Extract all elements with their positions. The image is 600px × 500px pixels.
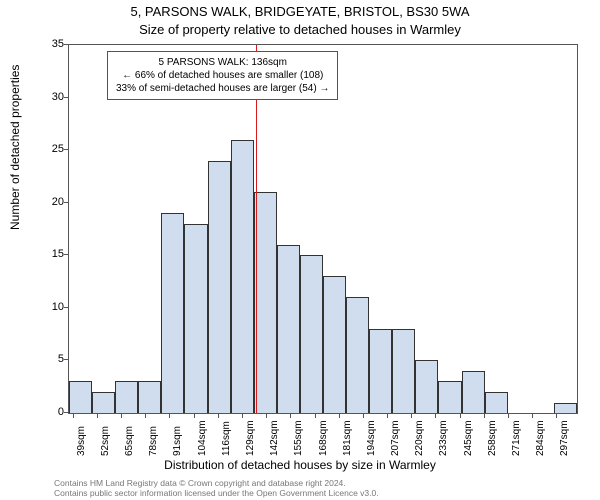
x-tick-label: 297sqm — [559, 420, 570, 456]
y-tick-label: 20 — [40, 196, 64, 208]
histogram-bar — [346, 297, 369, 413]
x-tick-mark — [145, 414, 146, 418]
x-tick-mark — [484, 414, 485, 418]
histogram-bar — [69, 381, 92, 413]
histogram-bar — [438, 381, 461, 413]
x-tick-label: 181sqm — [342, 420, 353, 456]
x-tick-label: 207sqm — [390, 420, 401, 456]
histogram-bar — [254, 192, 277, 413]
x-tick-mark — [411, 414, 412, 418]
footer-line-1: Contains HM Land Registry data © Crown c… — [54, 478, 379, 488]
x-tick-label: 39sqm — [76, 426, 87, 456]
y-tick-label: 10 — [40, 301, 64, 313]
x-tick-mark — [194, 414, 195, 418]
y-tick-mark — [64, 149, 68, 150]
x-tick-label: 245sqm — [463, 420, 474, 456]
x-tick-label: 116sqm — [221, 421, 232, 456]
x-tick-label: 142sqm — [269, 420, 280, 456]
y-tick-mark — [64, 44, 68, 45]
y-tick-mark — [64, 97, 68, 98]
x-tick-label: 284sqm — [535, 420, 546, 456]
y-tick-label: 30 — [40, 91, 64, 103]
x-tick-mark — [218, 414, 219, 418]
x-tick-mark — [508, 414, 509, 418]
x-tick-mark — [73, 414, 74, 418]
x-tick-label: 271sqm — [511, 420, 522, 456]
histogram-bar — [485, 392, 508, 413]
x-tick-mark — [315, 414, 316, 418]
y-tick-mark — [64, 307, 68, 308]
histogram-bar — [92, 392, 115, 413]
histogram-bar — [277, 245, 300, 413]
annotation-line-1: 5 PARSONS WALK: 136sqm — [116, 56, 329, 69]
histogram-bar — [115, 381, 138, 413]
y-tick-label: 0 — [40, 406, 64, 418]
x-tick-label: 194sqm — [366, 420, 377, 456]
x-tick-mark — [169, 414, 170, 418]
histogram-bar — [392, 329, 415, 413]
annotation-box: 5 PARSONS WALK: 136sqm ← 66% of detached… — [107, 51, 338, 100]
y-tick-mark — [64, 412, 68, 413]
y-tick-mark — [64, 202, 68, 203]
x-tick-mark — [460, 414, 461, 418]
footer-line-2: Contains public sector information licen… — [54, 488, 379, 498]
x-tick-label: 65sqm — [124, 426, 135, 456]
histogram-bar — [231, 140, 254, 413]
x-tick-label: 258sqm — [487, 420, 498, 456]
plot-area: 5 PARSONS WALK: 136sqm ← 66% of detached… — [68, 44, 578, 414]
x-axis-label: Distribution of detached houses by size … — [0, 458, 600, 472]
x-tick-label: 78sqm — [148, 426, 159, 456]
footer-attribution: Contains HM Land Registry data © Crown c… — [54, 478, 379, 498]
x-tick-mark — [435, 414, 436, 418]
x-tick-label: 220sqm — [414, 420, 425, 456]
annotation-line-2: ← 66% of detached houses are smaller (10… — [116, 69, 329, 82]
histogram-bar — [415, 360, 438, 413]
histogram-bar — [554, 403, 577, 414]
x-tick-mark — [266, 414, 267, 418]
x-tick-mark — [242, 414, 243, 418]
title-subtitle: Size of property relative to detached ho… — [0, 22, 600, 37]
y-tick-label: 25 — [40, 143, 64, 155]
histogram-bar — [323, 276, 346, 413]
x-tick-label: 168sqm — [318, 420, 329, 456]
x-tick-mark — [532, 414, 533, 418]
histogram-bar — [161, 213, 184, 413]
x-tick-label: 52sqm — [100, 426, 111, 456]
x-tick-mark — [97, 414, 98, 418]
x-tick-label: 104sqm — [197, 420, 208, 456]
x-tick-label: 155sqm — [293, 420, 304, 456]
histogram-bar — [300, 255, 323, 413]
chart-container: 5, PARSONS WALK, BRIDGEYATE, BRISTOL, BS… — [0, 0, 600, 500]
x-tick-label: 233sqm — [438, 420, 449, 456]
histogram-bar — [369, 329, 392, 413]
histogram-bar — [138, 381, 161, 413]
annotation-line-3: 33% of semi-detached houses are larger (… — [116, 82, 329, 95]
y-tick-label: 5 — [40, 353, 64, 365]
x-tick-label: 91sqm — [172, 426, 183, 456]
x-tick-mark — [339, 414, 340, 418]
y-tick-mark — [64, 359, 68, 360]
y-tick-label: 15 — [40, 248, 64, 260]
x-tick-mark — [363, 414, 364, 418]
histogram-bar — [208, 161, 231, 413]
y-axis-label: Number of detached properties — [8, 65, 22, 230]
x-tick-mark — [121, 414, 122, 418]
x-tick-mark — [556, 414, 557, 418]
x-tick-label: 129sqm — [245, 420, 256, 456]
y-tick-label: 35 — [40, 38, 64, 50]
title-address: 5, PARSONS WALK, BRIDGEYATE, BRISTOL, BS… — [0, 4, 600, 19]
histogram-bar — [462, 371, 485, 413]
y-tick-mark — [64, 254, 68, 255]
histogram-bar — [184, 224, 207, 413]
x-tick-mark — [387, 414, 388, 418]
x-tick-mark — [290, 414, 291, 418]
reference-line — [256, 45, 257, 413]
